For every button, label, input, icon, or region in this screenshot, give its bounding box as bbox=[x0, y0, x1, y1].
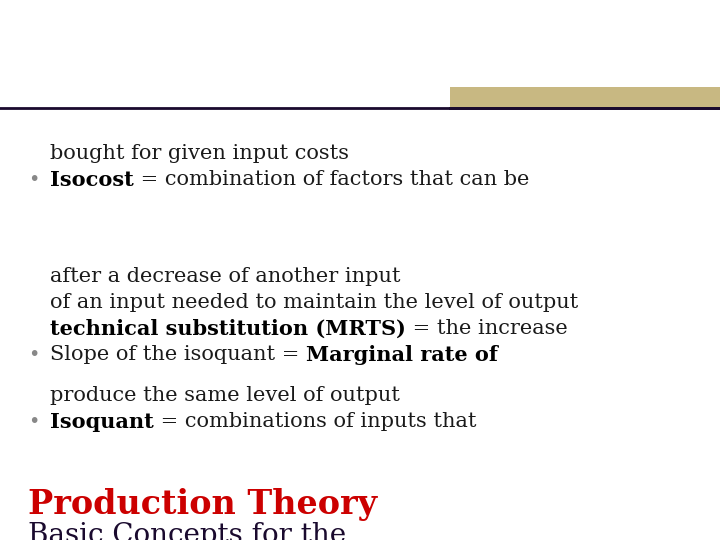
Text: Isoquant: Isoquant bbox=[50, 412, 154, 432]
Text: of an input needed to maintain the level of output: of an input needed to maintain the level… bbox=[50, 293, 578, 312]
Text: bought for given input costs: bought for given input costs bbox=[50, 144, 349, 163]
Text: Production Theory: Production Theory bbox=[28, 488, 377, 521]
Text: produce the same level of output: produce the same level of output bbox=[50, 386, 400, 405]
Text: •: • bbox=[28, 345, 40, 364]
Text: technical substitution (MRTS): technical substitution (MRTS) bbox=[50, 319, 406, 339]
Text: Isocost: Isocost bbox=[50, 170, 134, 190]
Text: Slope of the isoquant =: Slope of the isoquant = bbox=[50, 345, 306, 364]
Bar bbox=[450, 87, 720, 109]
Text: •: • bbox=[28, 412, 40, 431]
Text: = combinations of inputs that: = combinations of inputs that bbox=[154, 412, 476, 431]
Text: after a decrease of another input: after a decrease of another input bbox=[50, 267, 400, 286]
Text: •: • bbox=[28, 170, 40, 189]
Text: = combination of factors that can be: = combination of factors that can be bbox=[134, 170, 529, 189]
Text: Basic Concepts for the: Basic Concepts for the bbox=[28, 522, 346, 540]
Text: Marginal rate of: Marginal rate of bbox=[306, 345, 498, 365]
Text: = the increase: = the increase bbox=[406, 319, 567, 338]
